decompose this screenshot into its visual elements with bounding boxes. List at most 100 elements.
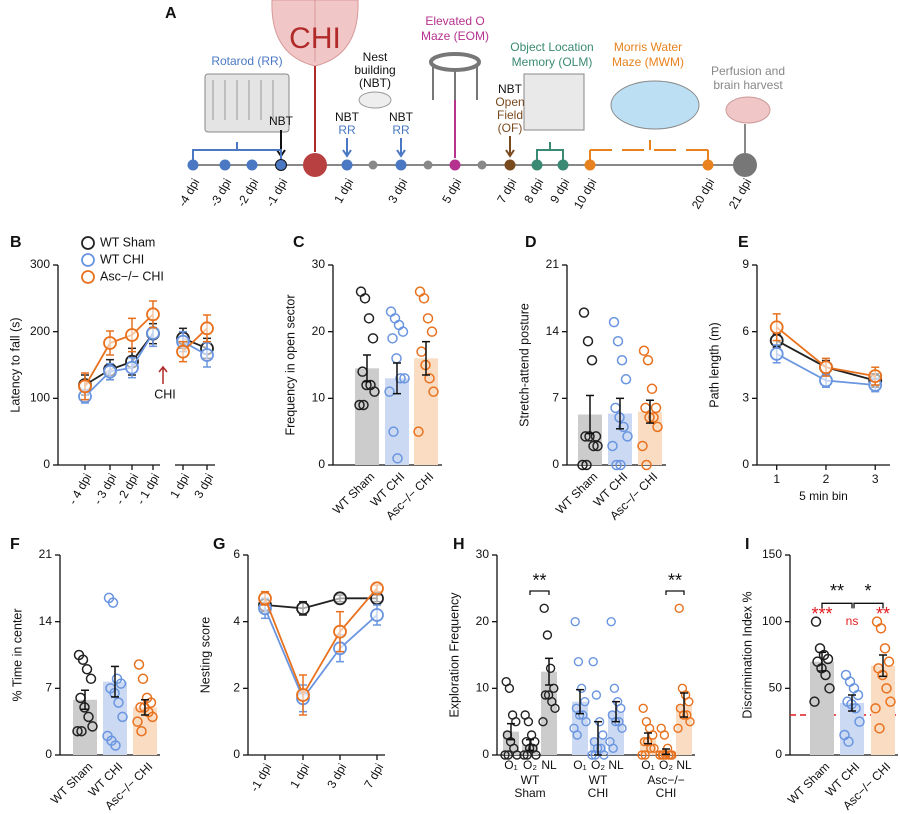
marker-label: RR (338, 123, 356, 137)
y-tick-label: 20 (312, 324, 326, 338)
y-tick-label: 6 (233, 547, 240, 561)
data-point (885, 696, 896, 707)
nest-label: building (354, 63, 395, 77)
data-point (296, 601, 310, 616)
y-tick-label: 21 (546, 257, 560, 271)
timeline-dot (219, 159, 231, 171)
data-point (638, 345, 650, 356)
data-point (608, 316, 620, 328)
significance-bracket (665, 590, 685, 595)
data-point (572, 730, 582, 740)
group-label: WT (589, 773, 608, 787)
marker-label: RR (392, 123, 410, 137)
y-tick-label: 100 (762, 614, 782, 628)
y-tick-label: 0 (742, 457, 749, 471)
day-label: -3 dpi (207, 176, 234, 209)
data-point (428, 386, 439, 397)
data-point (582, 335, 594, 347)
timeline-dot (395, 159, 407, 171)
day-label: 5 dpi (439, 176, 464, 206)
data-point (397, 326, 409, 337)
nest-label: (NBT) (359, 76, 391, 90)
of-label: NBT (498, 82, 523, 96)
panel-letter: A (165, 5, 177, 22)
data-point (622, 431, 633, 442)
y-tick-label: 7 (552, 391, 559, 405)
data-point (103, 336, 117, 350)
data-point (355, 286, 367, 297)
y-axis-label: Nesting score (198, 617, 212, 693)
day-label: 9 dpi (547, 176, 572, 206)
nest-label: Nest (363, 50, 388, 64)
day-label: 3 dpi (385, 176, 410, 206)
data-point (652, 421, 663, 433)
x-tick-label: 3 dpi (324, 761, 349, 791)
data-point (648, 730, 658, 740)
data-point (511, 716, 521, 727)
y-tick-label: 0 (233, 747, 240, 761)
day-label: 21 dpi (726, 176, 754, 211)
data-point (607, 440, 618, 452)
x-tick-label: NL (541, 758, 557, 772)
data-point (659, 730, 670, 740)
series-line (84, 333, 154, 386)
day-label: -2 dpi (234, 176, 261, 209)
panel-letter: G (213, 536, 225, 553)
data-point (389, 313, 401, 324)
data-point (606, 616, 616, 627)
data-point (822, 653, 834, 665)
data-point (538, 716, 548, 727)
data-point (504, 683, 515, 694)
data-point (363, 313, 375, 324)
data-point (176, 344, 190, 359)
day-label: 20 dpi (689, 176, 717, 211)
data-point (618, 421, 629, 433)
x-tick-label: WT Sham (785, 759, 832, 806)
significance: ** (668, 570, 682, 590)
y-tick-label: 10 (476, 681, 490, 695)
data-point (539, 603, 549, 614)
y-tick-label: 10 (312, 391, 326, 405)
data-point (333, 624, 347, 639)
data-point (370, 608, 384, 622)
y-tick-label: 0 (775, 747, 782, 761)
data-point (296, 688, 310, 702)
data-point (367, 333, 379, 344)
data-point (370, 581, 384, 596)
y-axis-label: % Time in center (10, 608, 24, 701)
panel-letter: H (453, 536, 465, 553)
data-point (685, 716, 695, 727)
data-point (113, 697, 124, 708)
x-tick-label: O₂ (523, 758, 537, 772)
y-tick-label: 300 (30, 257, 50, 271)
data-point (673, 723, 683, 734)
data-point (107, 597, 119, 608)
marker-label: NBT (269, 114, 294, 128)
data-point (854, 716, 865, 727)
data-point (650, 402, 662, 414)
data-point (500, 750, 510, 760)
data-point (814, 643, 826, 654)
panel-letter: B (10, 234, 22, 251)
x-tick-label: O₁ (573, 758, 586, 772)
significance: ns (846, 614, 859, 628)
y-axis-label: Path length (m) (707, 322, 721, 407)
timeline-dot (423, 160, 433, 170)
x-tick-label: -1 dpi (247, 761, 274, 794)
significance: *** (811, 604, 832, 624)
timeline-dot (341, 159, 353, 171)
data-point (617, 723, 627, 734)
rotarod-bars (212, 80, 274, 120)
data-point (570, 616, 580, 627)
of-label: Open (495, 95, 524, 109)
x-tick-label: - 4 dpi (66, 471, 95, 507)
timeline-dot (368, 160, 378, 170)
olm-label: Object Location (510, 40, 593, 54)
timeline-dot (733, 153, 757, 177)
data-point (848, 683, 860, 694)
data-point (868, 369, 883, 384)
y-axis-label: Stretch-attend posture (517, 303, 531, 427)
data-point (399, 373, 410, 384)
timeline-dot (275, 159, 287, 171)
